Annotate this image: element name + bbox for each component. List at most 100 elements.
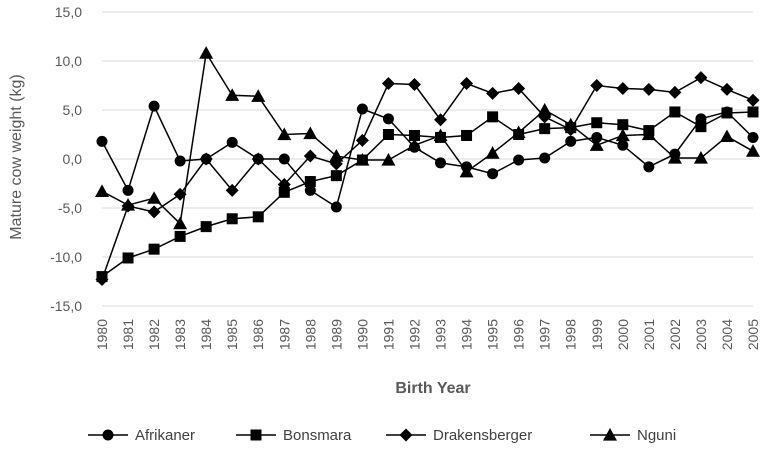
data-point-nguni (667, 151, 682, 164)
data-point-drakensberger (225, 183, 239, 197)
x-tick-label: 1989 (328, 319, 344, 350)
data-point-nguni (225, 88, 240, 101)
x-tick-label: 2002 (667, 319, 683, 350)
legend-marker (603, 428, 617, 441)
data-point-afrikaner (382, 113, 394, 125)
legend-item-afrikaner: Afrikaner (88, 427, 195, 444)
x-tick-label: 1995 (485, 319, 501, 350)
y-tick-label: -5,0 (58, 200, 82, 216)
series-afrikaner (96, 100, 759, 213)
data-point-drakensberger (147, 205, 161, 219)
data-point-afrikaner (513, 154, 525, 166)
data-point-bonsmara (122, 252, 134, 264)
data-point-nguni (563, 117, 578, 131)
x-tick-label: 1991 (380, 319, 396, 350)
data-point-drakensberger (277, 177, 291, 191)
data-point-drakensberger (486, 86, 500, 100)
data-point-drakensberger (694, 71, 708, 85)
data-point-afrikaner (435, 157, 447, 169)
data-point-nguni (355, 152, 370, 166)
data-point-nguni (147, 191, 162, 204)
x-tick-label: 1988 (302, 319, 318, 350)
data-point-afrikaner (148, 100, 160, 112)
y-tick-label: -10,0 (50, 249, 82, 265)
y-tick-label: -15,0 (50, 298, 82, 314)
data-point-drakensberger (668, 85, 682, 99)
x-tick-label: 1999 (589, 319, 605, 350)
data-point-nguni (407, 138, 422, 151)
data-point-bonsmara (591, 117, 603, 129)
data-point-drakensberger (642, 82, 656, 96)
data-point-bonsmara (695, 121, 707, 133)
data-point-nguni (511, 125, 526, 139)
y-tick-label: 5,0 (63, 102, 83, 118)
x-tick-label: 1984 (198, 319, 214, 350)
series-line-nguni (101, 51, 754, 226)
data-point-bonsmara (226, 213, 238, 225)
y-tick-label: 15,0 (55, 4, 82, 20)
data-point-afrikaner (304, 184, 316, 196)
x-tick-label: 1994 (459, 319, 475, 350)
x-axis-ticks: 1980 1981 1982 1983 1984 1985 1986 1987 1988 1989… (94, 319, 761, 350)
x-tick-label: 1985 (224, 319, 240, 350)
data-point-bonsmara (408, 129, 420, 141)
data-point-afrikaner (96, 135, 108, 147)
x-tick-label: 2000 (615, 319, 631, 350)
data-point-bonsmara (200, 221, 212, 233)
data-point-drakensberger (616, 81, 630, 95)
data-point-afrikaner (356, 103, 368, 115)
data-point-nguni (485, 146, 500, 159)
x-tick-label: 1996 (511, 319, 527, 350)
x-tick-label: 1990 (354, 319, 370, 350)
data-point-nguni (277, 127, 292, 141)
data-point-drakensberger (434, 113, 448, 127)
data-point-nguni (199, 46, 214, 59)
data-point-drakensberger (355, 133, 369, 147)
data-point-nguni (173, 216, 188, 230)
x-tick-label: 2001 (641, 319, 657, 350)
data-point-nguni (589, 138, 604, 151)
x-axis-title: Birth Year (395, 380, 470, 397)
data-point-bonsmara (617, 119, 629, 131)
y-tick-label: 10,0 (55, 53, 82, 69)
legend-marker (102, 429, 114, 441)
data-point-afrikaner (122, 184, 134, 196)
data-point-nguni (433, 128, 448, 142)
data-point-drakensberger (407, 78, 421, 92)
data-point-bonsmara (278, 186, 290, 198)
data-point-drakensberger (199, 152, 213, 166)
x-tick-label: 1998 (563, 319, 579, 350)
data-point-bonsmara (747, 106, 759, 118)
legend: Afrikaner Bonsmara Drakensberger Nguni (88, 427, 676, 444)
data-point-bonsmara (461, 129, 473, 141)
data-point-nguni (303, 126, 318, 140)
data-point-bonsmara (382, 129, 394, 140)
y-axis-title: Mature cow weight (kg) (8, 74, 25, 239)
legend-marker (250, 429, 262, 441)
data-point-bonsmara (304, 176, 316, 188)
data-point-bonsmara (330, 170, 342, 182)
data-point-nguni (329, 149, 344, 162)
data-point-bonsmara (252, 211, 264, 223)
x-tick-label: 1993 (433, 319, 449, 350)
data-point-afrikaner (278, 153, 290, 165)
x-tick-label: 1987 (276, 319, 292, 350)
data-point-nguni (459, 164, 474, 178)
data-point-drakensberger (95, 273, 109, 287)
data-point-afrikaner (226, 136, 238, 148)
data-point-drakensberger (590, 79, 604, 92)
data-point-afrikaner (565, 135, 577, 147)
series-lines (95, 46, 760, 287)
x-tick-label: 2005 (745, 319, 761, 350)
data-point-nguni (537, 103, 552, 116)
data-point-nguni (693, 151, 708, 164)
y-tick-label: 0,0 (63, 151, 83, 167)
data-point-afrikaner (487, 168, 499, 180)
series-line-bonsmara (101, 111, 754, 278)
data-point-drakensberger (460, 77, 474, 91)
x-tick-label: 1992 (406, 319, 422, 350)
data-point-drakensberger (251, 152, 265, 166)
data-point-nguni (381, 152, 396, 166)
legend-label: Afrikaner (135, 427, 195, 444)
